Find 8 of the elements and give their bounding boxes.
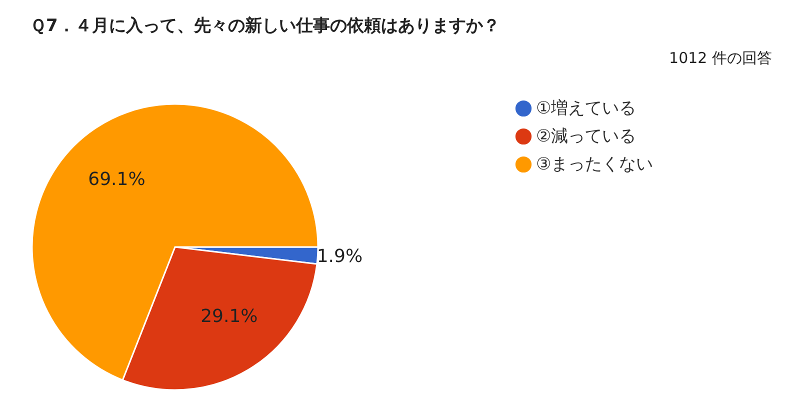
legend-label: ①増えている xyxy=(536,98,636,118)
data-label: 69.1% xyxy=(88,169,146,190)
data-label: 29.1% xyxy=(200,306,258,328)
data-label: 1.9% xyxy=(316,246,363,267)
legend-label: ②減っている xyxy=(536,126,636,146)
text: 1012 件の回答 xyxy=(669,49,772,67)
chart-title: Ｑ7．４月に入って、先々の新しい仕事の依頼はありますか？ xyxy=(30,16,500,36)
legend-label: ③まったくない xyxy=(536,154,654,174)
